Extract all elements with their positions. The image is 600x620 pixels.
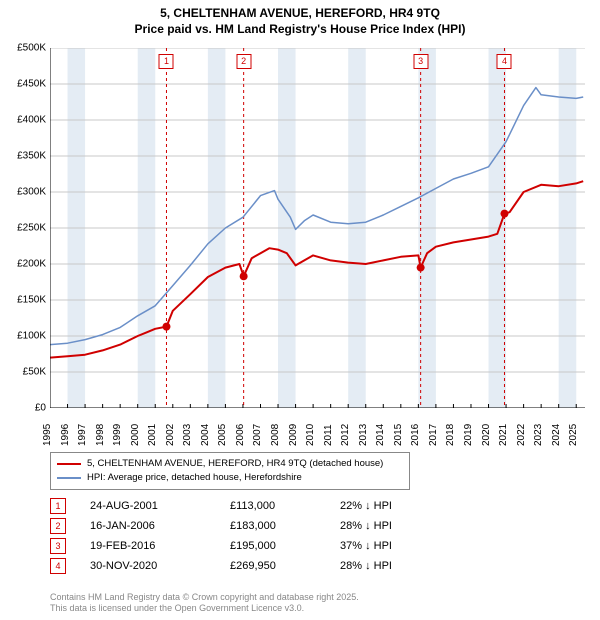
- y-axis-labels: £0£50K£100K£150K£200K£250K£300K£350K£400…: [2, 48, 46, 408]
- x-tick-label: 2000: [130, 424, 141, 446]
- sale-marker-box: 1: [50, 498, 66, 514]
- sales-table: 1 24-AUG-2001£113,00022% ↓ HPI 2 16-JAN-200…: [50, 496, 470, 576]
- y-tick-label: £200K: [17, 259, 46, 270]
- x-tick-label: 2008: [270, 424, 281, 446]
- legend-label-hpi: HPI: Average price, detached house, Here…: [87, 471, 302, 485]
- sale-marker-box: 2: [50, 518, 66, 534]
- legend-row-property: 5, CHELTENHAM AVENUE, HEREFORD, HR4 9TQ …: [57, 457, 403, 471]
- legend-swatch-property: [57, 463, 81, 465]
- x-tick-label: 2015: [393, 424, 404, 446]
- x-tick-label: 2006: [235, 424, 246, 446]
- x-tick-label: 2022: [516, 424, 527, 446]
- y-tick-label: £450K: [17, 79, 46, 90]
- title-line-2: Price paid vs. HM Land Registry's House …: [10, 22, 590, 38]
- chart-container: 5, CHELTENHAM AVENUE, HEREFORD, HR4 9TQ …: [0, 0, 600, 620]
- x-tick-label: 1999: [112, 424, 123, 446]
- sale-diff: 28% ↓ HPI: [340, 556, 440, 576]
- x-tick-label: 1995: [42, 424, 53, 446]
- sale-marker-box: 3: [50, 538, 66, 554]
- y-tick-label: £500K: [17, 43, 46, 54]
- sale-diff: 22% ↓ HPI: [340, 496, 440, 516]
- x-tick-label: 2005: [217, 424, 228, 446]
- y-tick-label: £0: [35, 403, 46, 414]
- x-tick-label: 2009: [288, 424, 299, 446]
- sale-date: 16-JAN-2006: [90, 516, 230, 536]
- title-line-1: 5, CHELTENHAM AVENUE, HEREFORD, HR4 9TQ: [10, 6, 590, 22]
- sale-diff: 28% ↓ HPI: [340, 516, 440, 536]
- footer-line-2: This data is licensed under the Open Gov…: [50, 603, 570, 614]
- sale-date: 30-NOV-2020: [90, 556, 230, 576]
- y-tick-label: £250K: [17, 223, 46, 234]
- x-tick-label: 2016: [410, 424, 421, 446]
- chart-svg: [50, 48, 585, 408]
- sale-price: £269,950: [230, 556, 340, 576]
- x-tick-label: 2013: [358, 424, 369, 446]
- sale-marker-label: 1: [159, 54, 174, 69]
- x-tick-label: 2021: [498, 424, 509, 446]
- sale-date: 24-AUG-2001: [90, 496, 230, 516]
- x-tick-label: 2023: [533, 424, 544, 446]
- x-tick-label: 2025: [568, 424, 579, 446]
- x-tick-label: 2010: [305, 424, 316, 446]
- x-axis-labels: 1995199619971998199920002001200220032004…: [50, 410, 585, 446]
- x-tick-label: 2017: [428, 424, 439, 446]
- legend: 5, CHELTENHAM AVENUE, HEREFORD, HR4 9TQ …: [50, 452, 410, 490]
- sale-date: 19-FEB-2016: [90, 536, 230, 556]
- legend-swatch-hpi: [57, 477, 81, 479]
- sales-row: 3 19-FEB-2016£195,00037% ↓ HPI: [50, 536, 470, 556]
- y-tick-label: £300K: [17, 187, 46, 198]
- footer: Contains HM Land Registry data © Crown c…: [50, 592, 570, 615]
- sale-marker-label: 4: [497, 54, 512, 69]
- x-tick-label: 2012: [340, 424, 351, 446]
- sale-marker-label: 3: [413, 54, 428, 69]
- x-tick-label: 2001: [147, 424, 158, 446]
- x-tick-label: 2019: [463, 424, 474, 446]
- y-tick-label: £350K: [17, 151, 46, 162]
- x-tick-label: 2003: [182, 424, 193, 446]
- chart-title: 5, CHELTENHAM AVENUE, HEREFORD, HR4 9TQ …: [0, 0, 600, 39]
- sales-row: 4 30-NOV-2020£269,95028% ↓ HPI: [50, 556, 470, 576]
- sales-row: 2 16-JAN-2006£183,00028% ↓ HPI: [50, 516, 470, 536]
- x-tick-label: 2024: [551, 424, 562, 446]
- y-tick-label: £100K: [17, 331, 46, 342]
- footer-line-1: Contains HM Land Registry data © Crown c…: [50, 592, 570, 603]
- legend-label-property: 5, CHELTENHAM AVENUE, HEREFORD, HR4 9TQ …: [87, 457, 383, 471]
- x-tick-label: 1997: [77, 424, 88, 446]
- x-tick-label: 2014: [375, 424, 386, 446]
- chart-plot-area: £0£50K£100K£150K£200K£250K£300K£350K£400…: [50, 48, 585, 408]
- sale-diff: 37% ↓ HPI: [340, 536, 440, 556]
- sale-price: £195,000: [230, 536, 340, 556]
- legend-row-hpi: HPI: Average price, detached house, Here…: [57, 471, 403, 485]
- x-tick-label: 2011: [323, 424, 334, 446]
- y-tick-label: £150K: [17, 295, 46, 306]
- x-tick-label: 2020: [481, 424, 492, 446]
- y-tick-label: £50K: [23, 367, 46, 378]
- sale-marker-box: 4: [50, 558, 66, 574]
- x-tick-label: 1996: [60, 424, 71, 446]
- sales-row: 1 24-AUG-2001£113,00022% ↓ HPI: [50, 496, 470, 516]
- sale-price: £113,000: [230, 496, 340, 516]
- sale-marker-label: 2: [236, 54, 251, 69]
- x-tick-label: 1998: [95, 424, 106, 446]
- x-tick-label: 2007: [252, 424, 263, 446]
- x-tick-label: 2004: [200, 424, 211, 446]
- sale-price: £183,000: [230, 516, 340, 536]
- x-tick-label: 2018: [445, 424, 456, 446]
- x-tick-label: 2002: [165, 424, 176, 446]
- y-tick-label: £400K: [17, 115, 46, 126]
